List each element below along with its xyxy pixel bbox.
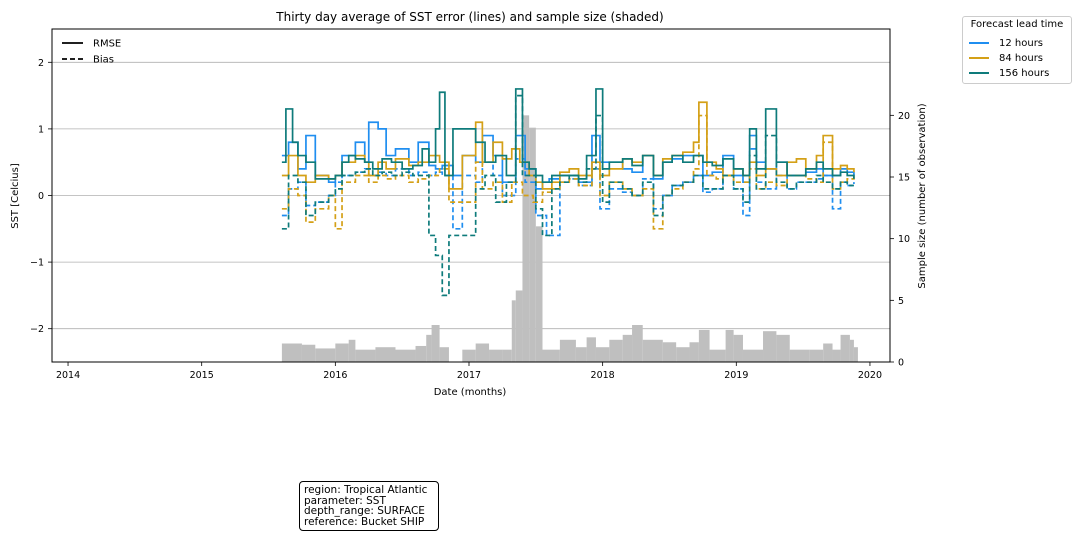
sample-bar [725,329,734,362]
y2-axis-label: Sample size (number of observation) [917,103,928,288]
sample-bar [355,349,376,362]
legend-entry-156-hours: 156 hours [969,66,1049,80]
legend-swatch-84-hours [969,57,989,59]
sample-bar [301,344,316,362]
sample-bar [348,339,356,362]
y-tick-label: 1 [38,124,44,135]
sample-bar [709,349,726,362]
sample-bar [832,349,841,362]
y-axis-label: SST [Celcius] [10,163,21,229]
y2-tick-label: 5 [898,296,904,307]
x-tick-label: 2020 [858,370,882,381]
y-tick-label: −2 [30,324,44,335]
x-tick-label: 2019 [724,370,748,381]
axes: 2014 2015 2016 2017 2018 2019 2020−2−101205101… [30,58,910,381]
sample-bar [502,349,512,362]
sample-bar [809,349,824,362]
legend-swatch-156-hours [969,72,989,74]
sample-bar [395,349,416,362]
sample-bar [840,334,850,362]
sample-bar [522,115,530,362]
info-parameter: parameter: SST [304,494,386,507]
y2-tick-label: 0 [898,358,904,369]
y2-tick-label: 15 [898,173,910,184]
sample-bar [609,339,623,362]
sample-bar [489,349,503,362]
sample-bar [559,339,576,362]
sample-bar [535,226,543,362]
chart-title: Thirty day average of SST error (lines) … [275,10,663,24]
sample-bar [426,334,432,362]
sample-bar [642,339,663,362]
sample-bar [529,127,536,362]
x-tick-label: 2017 [457,370,481,381]
sample-bar [849,339,854,362]
sample-bar [281,343,302,362]
x-tick-label: 2016 [323,370,347,381]
sample-bar [789,349,810,362]
legend-entry-84-hours: 84 hours [969,51,1043,65]
series-legend: Forecast lead time 12 hours 84 hours 156… [962,16,1072,84]
info-box: region: Tropical Atlantic parameter: SST… [299,481,439,531]
style-legend: RMSE Bias [62,39,121,66]
legend-swatch-12-hours [969,42,989,44]
y2-tick-label: 20 [898,111,910,122]
y-tick-label: 2 [38,58,44,69]
sample-bar [315,348,336,362]
grid-lines [52,61,890,330]
sample-bar [431,325,440,362]
info-reference: reference: Bucket SHIP [304,515,425,528]
x-tick-label: 2018 [591,370,615,381]
style-legend-label-rmse: RMSE [93,39,121,50]
sample-bar [462,349,476,362]
sample-bar [662,342,677,362]
y-tick-label: 0 [38,191,44,202]
sample-bar [475,343,490,362]
sample-bar [632,325,643,362]
series-legend-title: Forecast lead time [970,19,1064,30]
series-lines [281,88,855,297]
sample-bar [676,347,690,362]
info-depth-range: depth_range: SURFACE [304,505,425,517]
series-line-12-hours-rmse [281,121,855,190]
sample-size-bars [281,115,858,362]
x-tick-label: 2014 [56,370,80,381]
sample-bar [595,347,610,362]
x-tick-label: 2015 [190,370,214,381]
sample-bar [823,343,833,362]
sample-bar [511,300,516,362]
legend-label-84-hours: 84 hours [999,52,1044,64]
y2-tick-label: 10 [898,234,910,245]
sample-bar [335,343,349,362]
sample-bar [622,334,633,362]
x-axis-label: Date (months) [434,387,507,398]
legend-label-12-hours: 12 hours [999,37,1044,49]
sample-bar [415,345,427,362]
sample-bar [542,349,560,362]
sample-bar [698,329,710,362]
info-region: region: Tropical Atlantic [304,484,428,496]
sample-bar [515,290,523,362]
sample-bar [742,349,764,362]
sample-bar [689,342,699,362]
series-line-156-hours-bias [281,94,854,297]
sample-bar [575,347,587,362]
legend-label-156-hours: 156 hours [999,67,1050,79]
sample-bar [853,347,858,362]
sample-bar [776,334,790,362]
sample-bar [763,331,777,362]
legend-entry-12-hours: 12 hours [969,36,1043,50]
sample-bar [733,334,743,362]
sample-bar [375,347,396,362]
y-tick-label: −1 [30,258,44,269]
sample-bar [439,347,449,362]
sample-bar [586,337,596,362]
style-legend-label-bias: Bias [93,55,114,66]
